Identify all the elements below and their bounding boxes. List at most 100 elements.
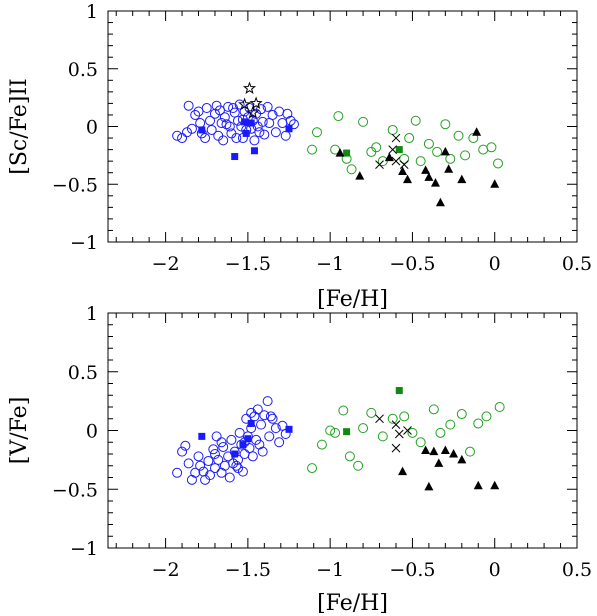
data-point-open-circle bbox=[219, 112, 230, 123]
data-point-open-circle bbox=[432, 146, 443, 157]
data-point-open-circle bbox=[366, 407, 377, 418]
data-point-filled-square bbox=[244, 435, 252, 443]
data-point-cross bbox=[375, 160, 384, 169]
data-point-open-star bbox=[237, 97, 252, 111]
data-point-open-circle bbox=[325, 425, 336, 436]
data-point-open-circle bbox=[218, 441, 229, 452]
data-point-open-circle bbox=[481, 411, 492, 422]
cross-stroke bbox=[391, 156, 401, 166]
data-point-open-circle bbox=[377, 431, 388, 442]
data-point-open-circle bbox=[387, 124, 398, 135]
data-point-open-circle bbox=[209, 449, 220, 459]
data-point-open-star bbox=[249, 96, 263, 110]
data-point-open-circle bbox=[435, 427, 446, 438]
data-point-filled-triangle bbox=[355, 171, 365, 180]
data-point-cross bbox=[391, 133, 401, 143]
data-point-open-circle bbox=[219, 460, 230, 471]
data-point-open-circle bbox=[282, 108, 293, 119]
x-tick-label: −2 bbox=[152, 559, 180, 581]
data-point-filled-square bbox=[343, 428, 351, 436]
data-point-filled-triangle bbox=[424, 481, 434, 491]
data-point-open-circle bbox=[172, 130, 183, 141]
data-point-open-circle bbox=[205, 470, 216, 481]
data-point-open-circle bbox=[415, 437, 426, 448]
cross-stroke bbox=[399, 160, 409, 169]
data-point-filled-triangle bbox=[440, 146, 450, 156]
data-point-filled-triangle bbox=[490, 179, 500, 188]
data-point-filled-square bbox=[395, 387, 403, 395]
data-point-open-circle bbox=[190, 109, 201, 120]
data-point-filled-triangle bbox=[444, 164, 454, 173]
data-point-open-circle bbox=[234, 427, 245, 438]
data-point-open-circle bbox=[254, 439, 265, 450]
data-point-open-circle bbox=[257, 446, 268, 457]
data-point-open-circle bbox=[256, 419, 267, 430]
data-point-open-circle bbox=[190, 467, 201, 478]
data-point-filled-triangle bbox=[457, 454, 467, 464]
data-point-open-circle bbox=[344, 451, 355, 462]
cross-stroke bbox=[391, 133, 401, 143]
x-tick-label: 0.5 bbox=[562, 253, 592, 275]
data-point-open-circle bbox=[224, 121, 235, 132]
data-point-cross bbox=[391, 156, 401, 166]
data-point-filled-square bbox=[241, 118, 249, 126]
y-tick-label: 0.5 bbox=[68, 59, 98, 81]
data-point-filled-square bbox=[239, 441, 247, 449]
data-point-open-circle bbox=[205, 115, 216, 126]
data-point-filled-triangle bbox=[430, 178, 440, 187]
data-point-open-circle bbox=[330, 427, 341, 438]
y-axis-label: [Sc/Fe]II bbox=[7, 78, 32, 174]
data-point-filled-triangle bbox=[434, 458, 444, 467]
data-point-open-circle bbox=[404, 133, 415, 144]
data-point-open-circle bbox=[453, 130, 464, 141]
data-point-open-circle bbox=[358, 116, 369, 127]
data-point-filled-triangle bbox=[449, 449, 459, 458]
data-point-open-circle bbox=[270, 423, 281, 434]
data-point-open-circle bbox=[486, 142, 497, 153]
data-point-open-circle bbox=[358, 423, 369, 434]
y-axis-label: [V/Fe] bbox=[7, 397, 32, 465]
y-tick-label: 1 bbox=[86, 303, 98, 325]
data-point-open-circle bbox=[247, 451, 258, 462]
data-point-filled-square bbox=[285, 125, 293, 133]
data-point-open-circle bbox=[211, 431, 222, 442]
data-point-filled-triangle bbox=[398, 166, 408, 176]
data-point-open-circle bbox=[333, 111, 344, 122]
data-point-filled-triangle bbox=[429, 446, 439, 456]
data-point-open-circle bbox=[265, 411, 276, 422]
data-point-filled-square bbox=[285, 425, 293, 433]
data-point-open-circle bbox=[172, 467, 183, 478]
data-point-filled-triangle bbox=[472, 127, 482, 136]
data-point-open-circle bbox=[311, 127, 322, 138]
data-point-open-circle bbox=[387, 413, 398, 424]
data-point-open-circle bbox=[267, 109, 278, 120]
data-point-filled-square bbox=[247, 419, 255, 427]
data-point-open-circle bbox=[193, 451, 204, 462]
data-point-filled-square bbox=[343, 149, 351, 157]
y-tick-label: 0 bbox=[86, 421, 98, 443]
data-point-open-circle bbox=[181, 127, 192, 138]
data-point-open-circle bbox=[208, 444, 219, 455]
data-point-open-circle bbox=[249, 135, 260, 146]
data-point-open-circle bbox=[206, 124, 217, 135]
data-point-filled-square bbox=[395, 146, 403, 154]
data-point-open-circle bbox=[195, 118, 206, 129]
data-point-open-circle bbox=[423, 138, 434, 149]
data-point-open-circle bbox=[231, 133, 242, 144]
data-point-open-circle bbox=[252, 404, 263, 415]
data-point-open-circle bbox=[216, 467, 227, 478]
data-point-open-circle bbox=[440, 119, 451, 130]
data-point-filled-square bbox=[247, 119, 255, 127]
data-point-open-circle bbox=[338, 405, 349, 416]
data-point-open-circle bbox=[183, 100, 194, 111]
data-point-filled-square bbox=[242, 129, 250, 137]
data-point-open-circle bbox=[239, 449, 250, 459]
data-point-filled-square bbox=[231, 450, 239, 458]
data-point-open-circle bbox=[226, 434, 237, 445]
cross-stroke bbox=[375, 414, 384, 424]
x-tick-label: 0.5 bbox=[562, 559, 592, 581]
x-tick-label: 0 bbox=[489, 253, 501, 275]
data-point-open-circle bbox=[209, 108, 220, 119]
x-tick-label: −0.5 bbox=[389, 253, 435, 275]
y-tick-label: −0.5 bbox=[52, 174, 98, 196]
